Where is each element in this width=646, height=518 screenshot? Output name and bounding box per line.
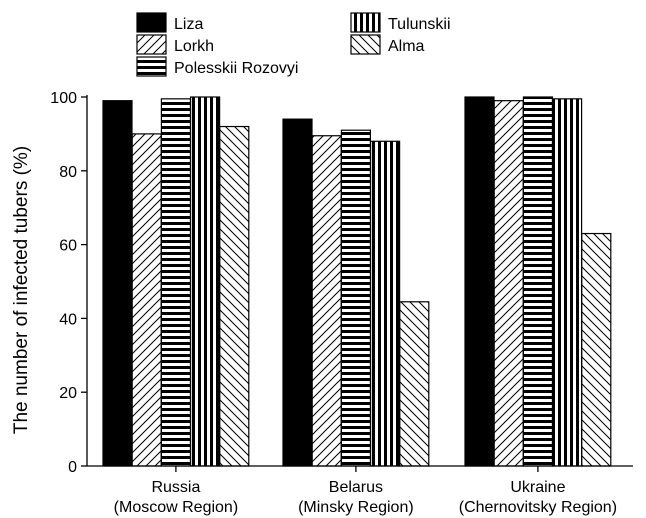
- bar-lorkh-ukraine: [493, 100, 524, 467]
- y-tick-label: 0: [68, 459, 77, 476]
- bar-tulunskii-belarus: [370, 140, 401, 467]
- x-tick-label: Belarus (Minsky Region): [298, 479, 414, 516]
- bar-liza-russia: [102, 100, 133, 467]
- legend-swatch-lorkh: [136, 34, 167, 55]
- bar-alma-belarus: [399, 301, 430, 467]
- plot-area: [102, 96, 612, 467]
- y-tick-label: 100: [50, 90, 77, 107]
- legend-label: Tulunskii: [388, 16, 451, 33]
- axes: 0 20 40 60 80 100 Russia (Moscow Region) Belarus…: [50, 90, 633, 516]
- legend-label: Lorkh: [174, 38, 214, 55]
- y-tick-label: 40: [59, 311, 77, 328]
- y-tick-label: 20: [59, 385, 77, 402]
- bar-lorkh-russia: [131, 133, 162, 467]
- legend-swatch-liza: [136, 12, 167, 33]
- bar-liza-ukraine: [464, 96, 495, 467]
- bar-polesskii-rozovyi-belarus: [340, 129, 371, 467]
- bar-polesskii-rozovyi-ukraine: [522, 96, 554, 467]
- legend-label: Alma: [388, 38, 425, 55]
- bar-polesskii-rozovyi-russia: [160, 98, 191, 467]
- legend-swatch-polesskii-rozovyi: [136, 56, 167, 77]
- legend-label: Liza: [174, 16, 203, 33]
- bar-lorkh-belarus: [311, 135, 342, 467]
- x-tick-label: Ukraine (Chernovitsky Region): [459, 479, 617, 516]
- y-tick-label: 80: [59, 164, 77, 181]
- y-tick-label: 60: [59, 238, 77, 255]
- bar-alma-russia: [219, 125, 250, 467]
- bar-liza-belarus: [282, 118, 313, 467]
- bar-tulunskii-ukraine: [551, 98, 583, 467]
- legend-swatch-tulunskii: [350, 12, 381, 33]
- bar-tulunskii-russia: [190, 96, 221, 467]
- legend: Liza Lorkh Polesskii Rozovyi Tulunskii Alma: [136, 12, 451, 77]
- bar-alma-ukraine: [581, 232, 612, 467]
- x-tick-label: Russia (Moscow Region): [114, 479, 238, 516]
- legend-swatch-alma: [350, 34, 381, 55]
- y-axis-title: The number of infected tubers (%): [11, 146, 32, 434]
- legend-label: Polesskii Rozovyi: [174, 60, 298, 77]
